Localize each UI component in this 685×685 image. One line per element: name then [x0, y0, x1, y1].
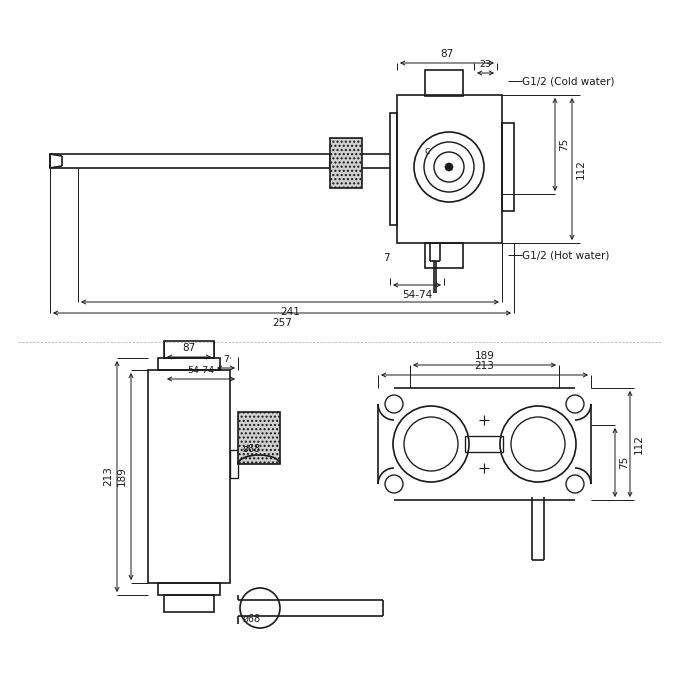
Text: 189: 189 [475, 351, 495, 361]
Bar [230, 450, 238, 478]
Text: 75: 75 [619, 456, 629, 469]
Text: 23: 23 [479, 60, 491, 69]
Text: ø68: ø68 [243, 444, 261, 454]
Text: 112: 112 [634, 434, 644, 454]
Bar [330, 138, 362, 188]
Bar [164, 341, 214, 358]
Bar [425, 243, 463, 268]
Text: 257: 257 [272, 318, 292, 328]
Text: 112: 112 [576, 159, 586, 179]
Text: 87: 87 [440, 49, 453, 59]
Text: G1/2 (Hot water): G1/2 (Hot water) [522, 250, 610, 260]
Text: 54-74: 54-74 [188, 366, 214, 375]
Bar [397, 95, 502, 243]
Text: 241: 241 [280, 307, 300, 317]
Bar [158, 583, 220, 595]
Text: 75: 75 [559, 138, 569, 151]
Bar [164, 595, 214, 612]
Text: 189: 189 [117, 466, 127, 486]
Text: 7: 7 [223, 355, 229, 364]
Text: 213: 213 [103, 466, 113, 486]
Text: ø68: ø68 [243, 614, 261, 624]
Text: G1/2 (Cold water): G1/2 (Cold water) [522, 76, 614, 86]
Bar [465, 436, 503, 452]
Bar [238, 412, 280, 464]
Bar [390, 113, 397, 225]
Text: 87: 87 [182, 343, 196, 353]
Bar [158, 358, 220, 370]
Bar [425, 70, 463, 96]
Bar [148, 370, 230, 583]
Bar [502, 123, 514, 211]
Bar [50, 154, 330, 168]
Circle shape [256, 435, 262, 441]
Text: c: c [424, 146, 429, 156]
Text: 213: 213 [475, 361, 495, 371]
Text: 54-74: 54-74 [402, 290, 432, 300]
Circle shape [445, 163, 453, 171]
Text: 7: 7 [383, 253, 389, 263]
